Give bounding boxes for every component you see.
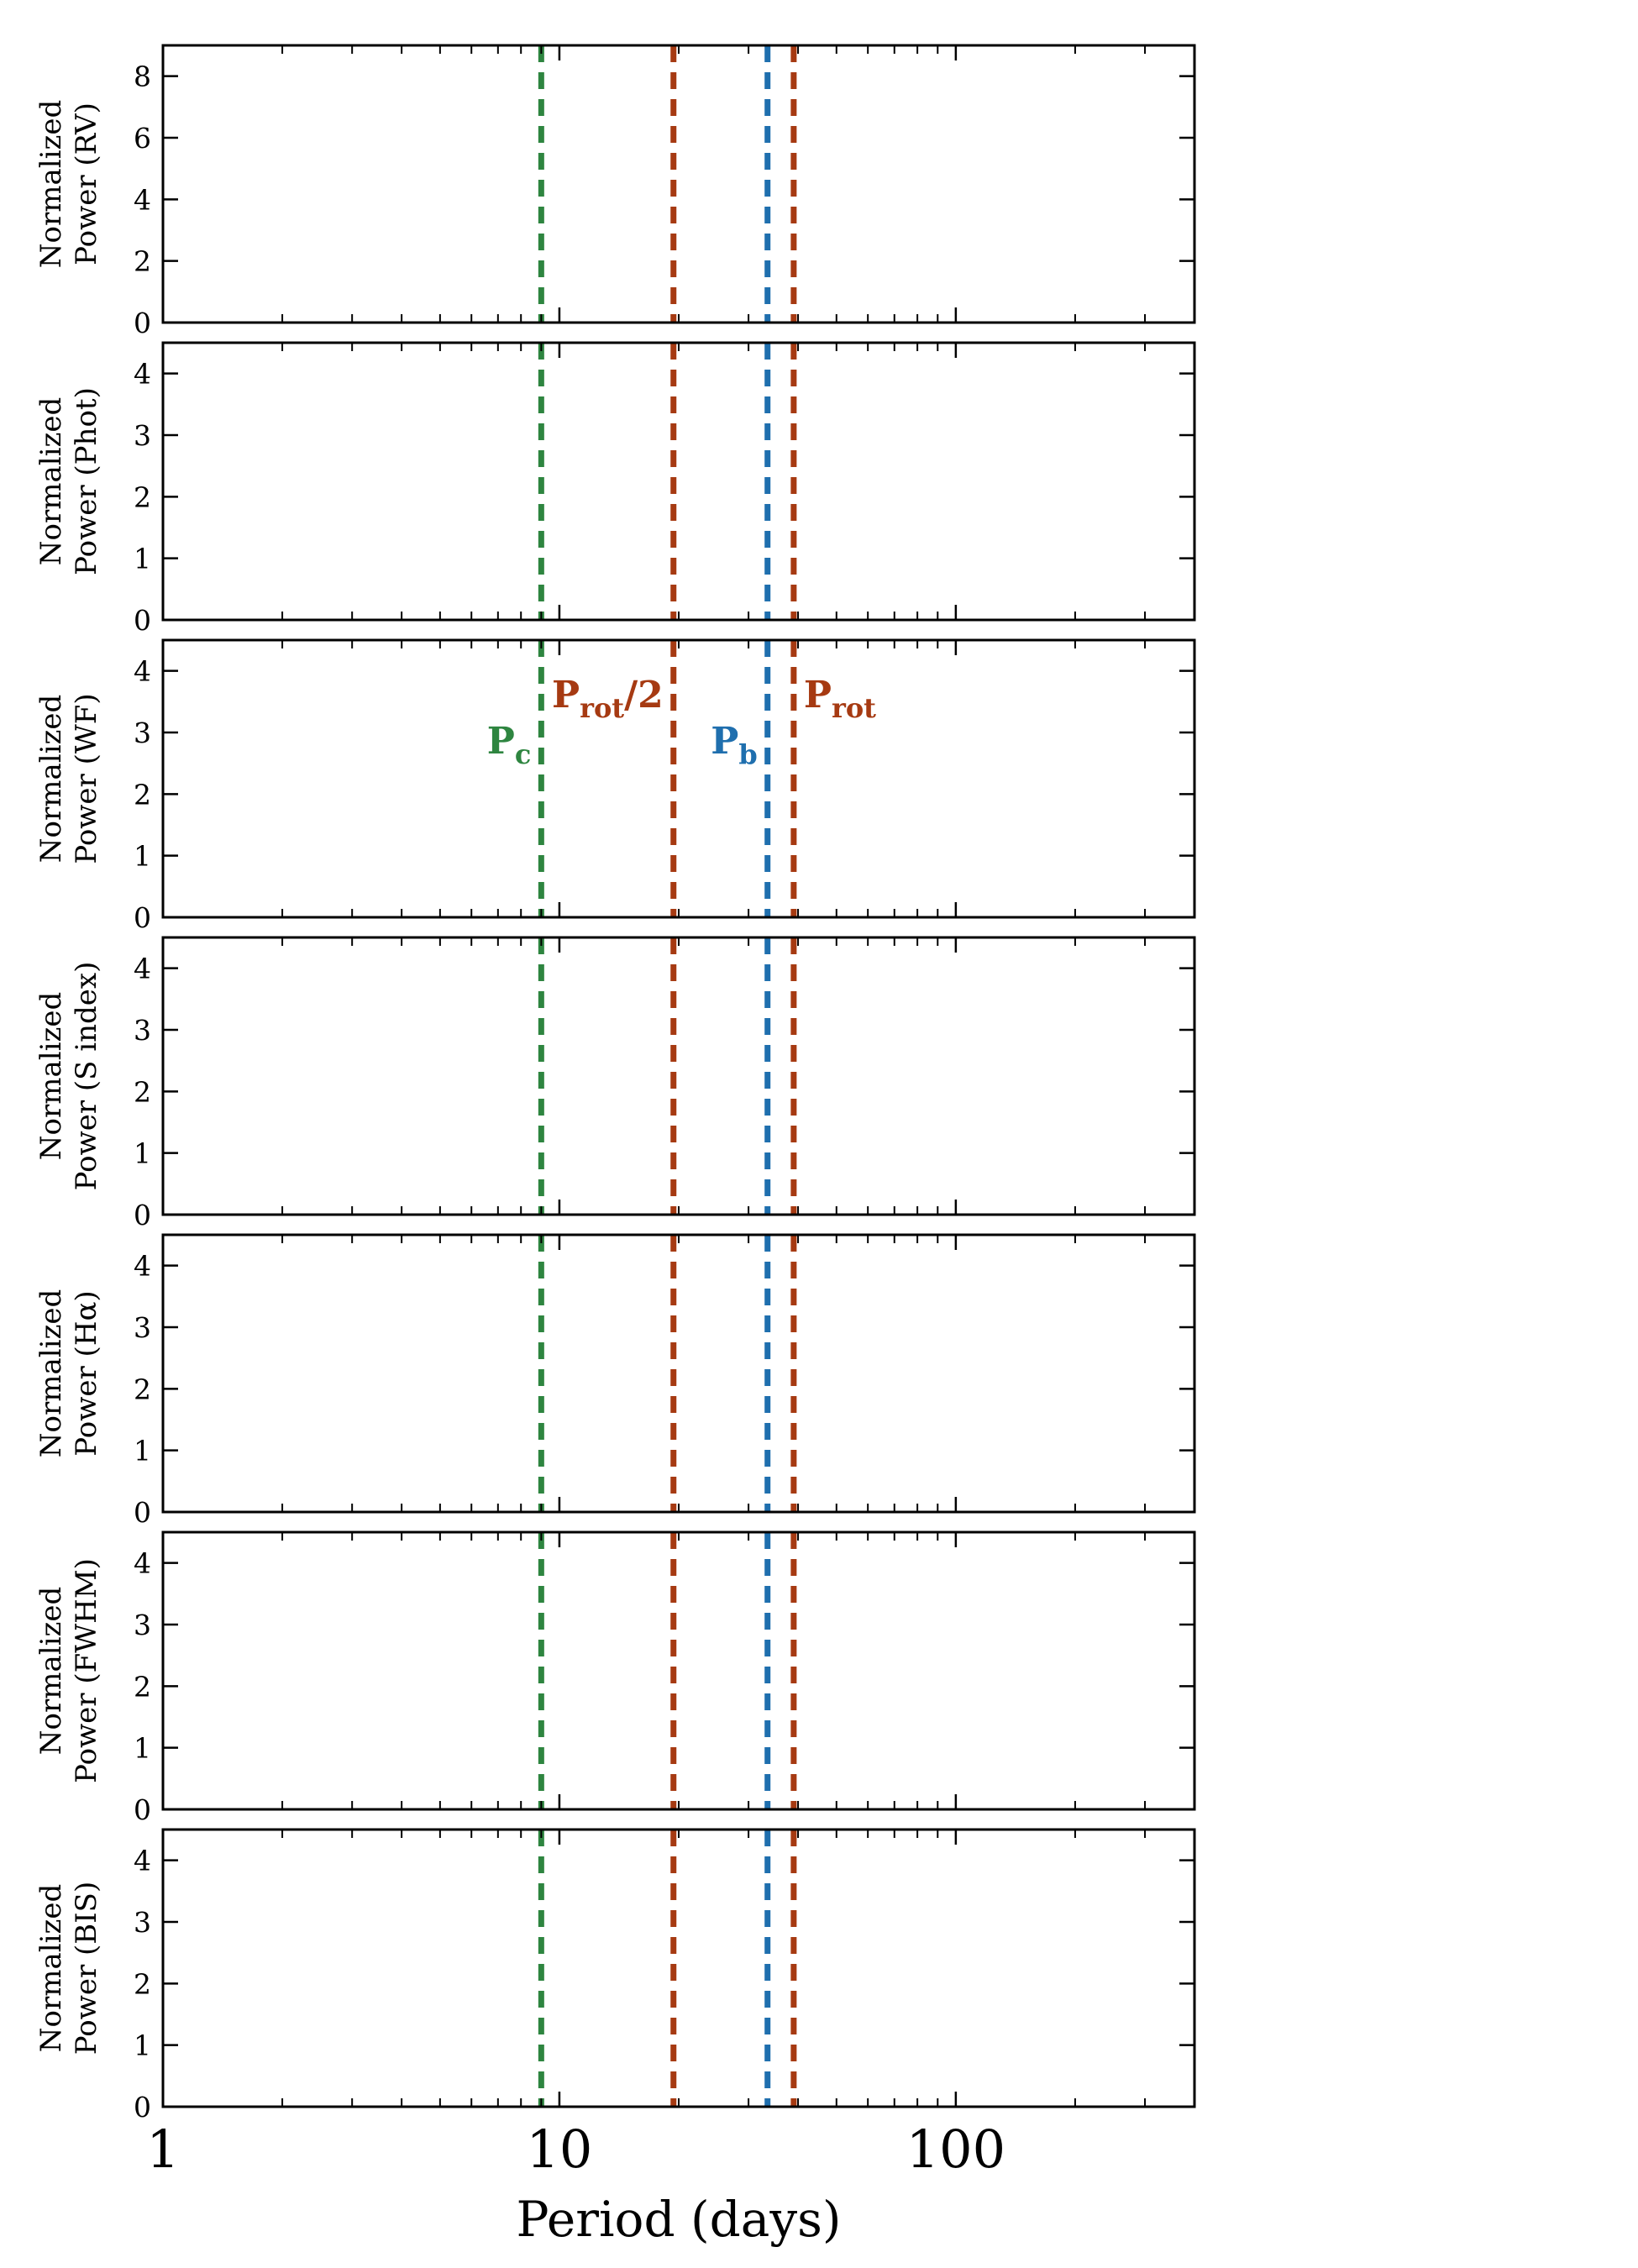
y-tick-label: 6 [134,122,151,155]
y-tick-label: 1 [134,543,151,575]
y-axis-label: NormalizedPower (FWHM) [34,1558,103,1783]
x-axis-label: Period (days) [517,2191,842,2248]
y-tick-label: 4 [134,953,151,985]
annotation-prot: Prot [804,674,876,724]
y-axis-label-line1: Normalized [34,1587,68,1756]
y-tick-label: 3 [134,1609,151,1641]
x-tick-label: 100 [906,2118,1005,2180]
y-axis-label-line2: Power (Hα) [70,1290,103,1456]
plot-frame [161,638,1196,919]
y-tick-label: 0 [134,307,151,339]
y-axis-label-line2: Power (WF) [70,693,103,864]
panel-4: 0 1 2 3 4 NormalizedPower (S index) [34,936,1196,1231]
annotation-planet_b: Pb [711,720,757,770]
y-axis-label-line2: Power (S index) [70,962,103,1191]
panel-7: 0 1 2 3 4 NormalizedPower (BIS) [34,1828,1196,2124]
annotation-prot_half: Prot/2 [552,674,664,724]
y-axis-label: NormalizedPower (WF) [34,693,103,864]
plot-frame [161,1828,1196,2108]
y-tick-label: 0 [134,604,151,637]
y-axis-label-line1: Normalized [34,992,68,1161]
y-axis-label-line1: Normalized [34,695,68,864]
y-tick-label: 0 [134,1496,151,1529]
panel-1: 0 2 4 6 8 NormalizedPower (RV) [34,44,1196,339]
annotation-subscript: rot [580,692,624,724]
y-axis-label-line1: Normalized [34,397,68,566]
y-tick-label: 0 [134,901,151,934]
panel-6: 0 1 2 3 4 NormalizedPower (FWHM) [34,1530,1196,1826]
y-axis-label-line1: Normalized [34,100,68,269]
y-tick-label: 2 [134,1373,151,1405]
annotation-main: P [711,720,738,763]
y-tick-label: 1 [134,2029,151,2062]
y-tick-label: 0 [134,1199,151,1231]
y-axis-label-line2: Power (FWHM) [70,1558,103,1783]
y-tick-label: 4 [134,1547,151,1580]
annotation-main: P [552,674,580,717]
y-tick-label: 0 [134,2091,151,2124]
y-tick-label: 1 [134,840,151,873]
y-tick-label: 3 [134,1906,151,1939]
y-tick-label: 3 [134,1014,151,1047]
y-tick-label: 4 [134,655,151,688]
y-axis-label: NormalizedPower (RV) [34,100,103,269]
y-axis-label-line2: Power (Phot) [70,387,103,575]
y-tick-label: 4 [134,358,151,391]
y-tick-label: 4 [134,1845,151,1877]
y-axis-label: NormalizedPower (Phot) [34,387,103,575]
x-tick-label: 1 [146,2118,179,2180]
y-axis-label: NormalizedPower (Hα) [34,1289,103,1458]
annotation-main: P [487,720,515,763]
y-tick-label: 1 [134,1732,151,1765]
annotation-main: P [804,674,832,717]
y-tick-label: 2 [134,1075,151,1108]
plot-frame [161,936,1196,1216]
y-tick-label: 3 [134,717,151,749]
x-tick-label: 10 [526,2118,592,2180]
y-tick-label: 2 [134,1967,151,2000]
annotation-planet_c: Pc [487,720,532,770]
y-tick-label: 4 [134,183,151,216]
y-axis-label-line1: Normalized [34,1289,68,1458]
y-tick-label: 4 [134,1250,151,1283]
y-tick-label: 1 [134,1435,151,1467]
y-tick-label: 3 [134,419,151,452]
y-axis-label-line2: Power (RV) [70,102,103,265]
panel-2: 0 1 2 3 4 NormalizedPower (Phot) [34,341,1196,637]
plot-frame [161,44,1196,324]
y-axis-label: NormalizedPower (S index) [34,962,103,1191]
y-tick-label: 2 [134,245,151,278]
annotation-subscript: rot [832,692,876,724]
y-axis-label-line1: Normalized [34,1884,68,2053]
y-tick-label: 3 [134,1311,151,1344]
annotation-tail: /2 [624,674,664,717]
y-tick-label: 8 [134,60,151,93]
y-tick-label: 2 [134,778,151,811]
plot-frame [161,341,1196,622]
y-tick-label: 0 [134,1793,151,1826]
y-tick-label: 1 [134,1137,151,1170]
y-tick-label: 2 [134,1670,151,1703]
annotation-subscript: c [515,738,531,770]
plot-frame [161,1233,1196,1514]
y-tick-label: 2 [134,480,151,513]
plot-frame [161,1530,1196,1811]
panel-5: 0 1 2 3 4 NormalizedPower (Hα) [34,1233,1196,1529]
x-axis-layer: 1 10 100 [146,2118,1005,2180]
y-axis-label-line2: Power (BIS) [70,1882,103,2055]
y-axis-label: NormalizedPower (BIS) [34,1882,103,2055]
annotation-subscript: b [738,738,757,770]
